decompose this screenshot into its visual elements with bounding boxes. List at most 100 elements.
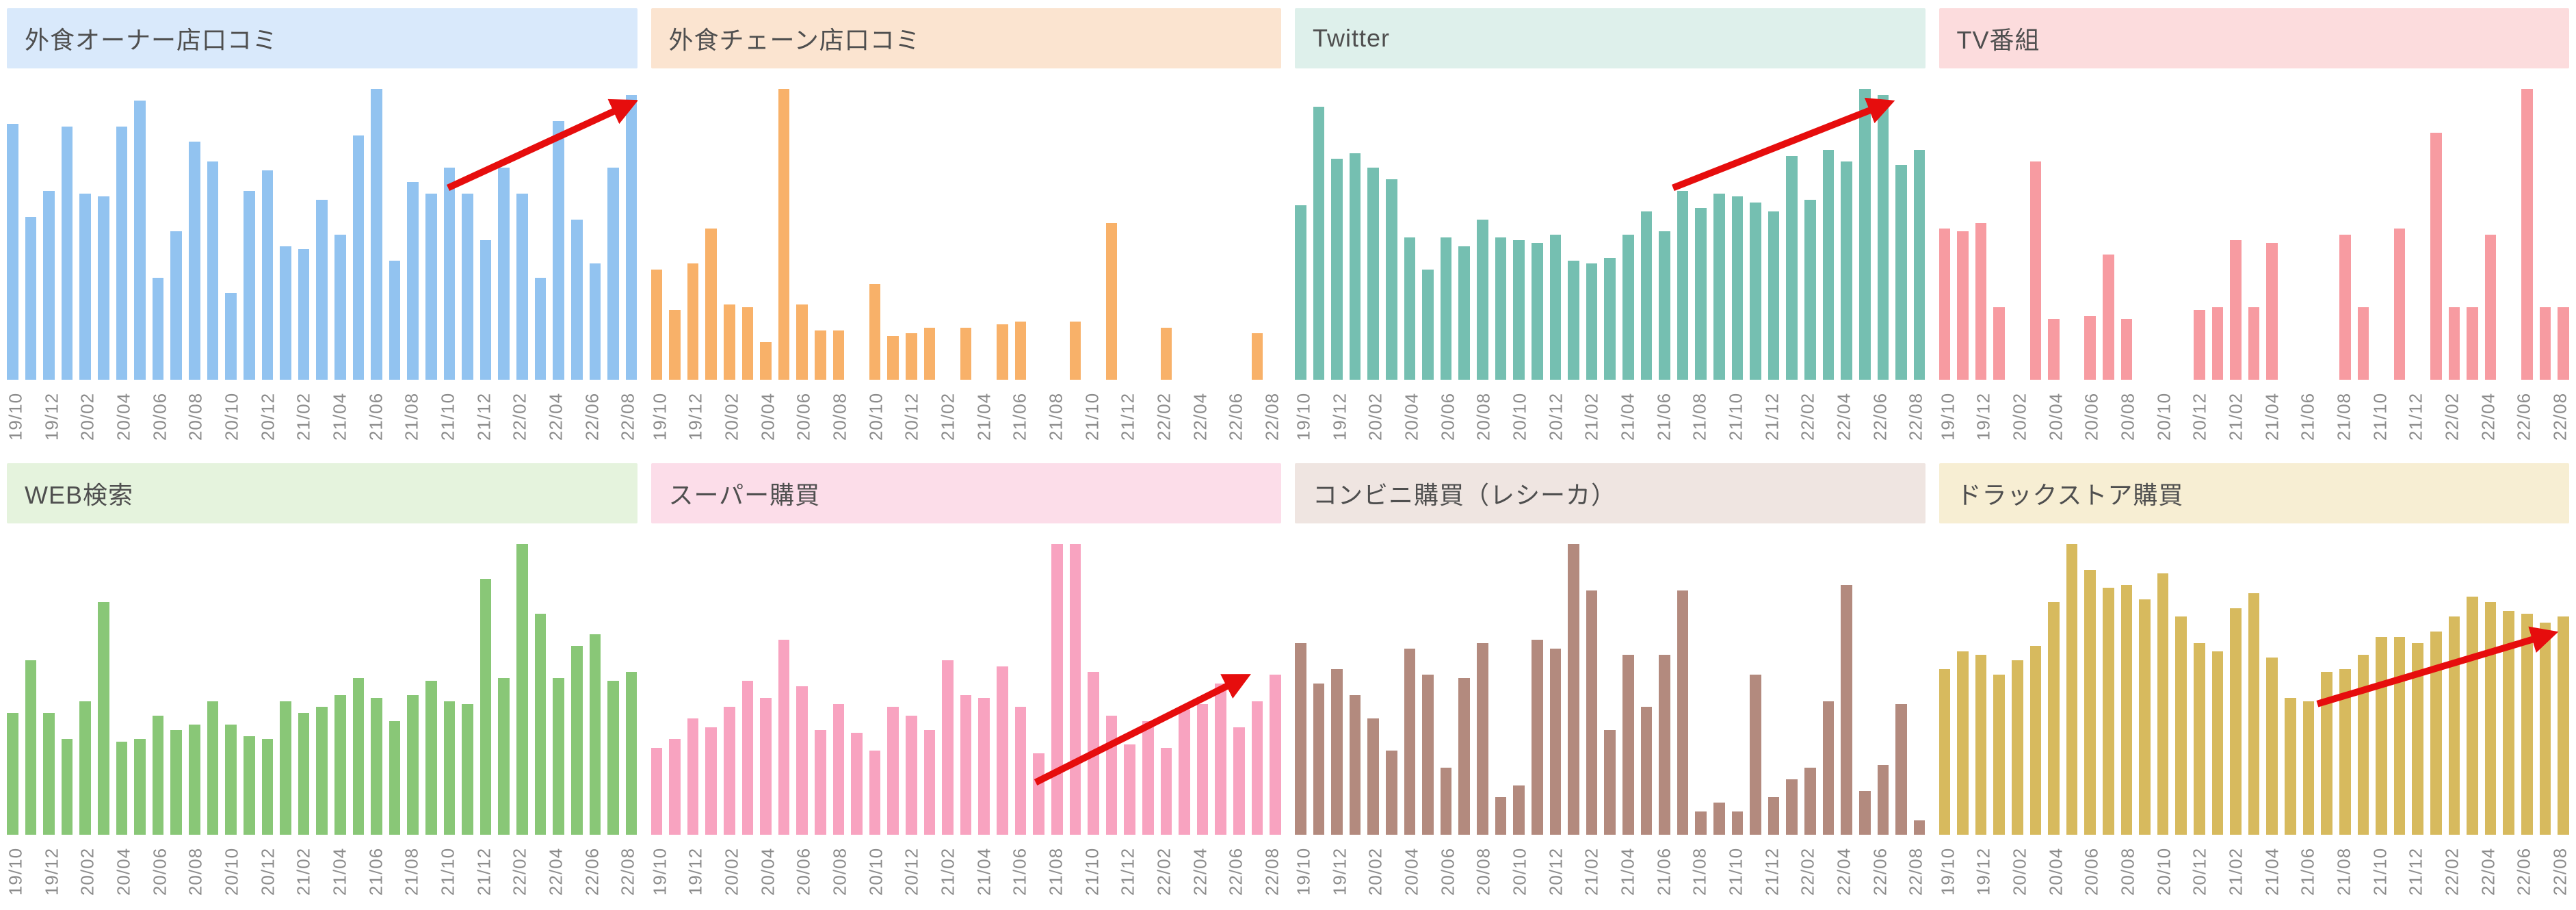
- bar-20/11[interactable]: [243, 190, 255, 380]
- bar-20/09[interactable]: [207, 701, 219, 835]
- bar-21/09[interactable]: [1713, 803, 1725, 835]
- bar-22/02[interactable]: [2448, 616, 2460, 835]
- bar-20/08[interactable]: [189, 724, 200, 835]
- bar-21/09[interactable]: [2357, 307, 2369, 380]
- bar-20/03[interactable]: [1386, 179, 1397, 380]
- bar-22/05[interactable]: [1858, 791, 1871, 835]
- bar-21/12[interactable]: [479, 579, 492, 835]
- bar-22/02[interactable]: [2448, 307, 2460, 380]
- bar-20/01[interactable]: [1349, 695, 1361, 835]
- bar-21/09[interactable]: [425, 194, 437, 380]
- bar-21/01[interactable]: [280, 701, 291, 835]
- bar-21/12[interactable]: [1767, 796, 1780, 835]
- bar-20/06[interactable]: [1440, 768, 1452, 835]
- bar-19/10[interactable]: [1295, 205, 1306, 380]
- bar-20/08[interactable]: [2120, 318, 2133, 380]
- bar-22/02[interactable]: [1804, 768, 1816, 835]
- bar-21/01[interactable]: [280, 246, 291, 380]
- bar-22/03[interactable]: [2467, 596, 2478, 835]
- bar-19/10[interactable]: [650, 747, 663, 835]
- bar-22/05[interactable]: [1858, 89, 1871, 380]
- bar-22/05[interactable]: [1215, 684, 1226, 835]
- bar-22/01[interactable]: [1786, 155, 1798, 380]
- bar-20/07[interactable]: [2102, 587, 2114, 835]
- bar-21/05[interactable]: [1640, 211, 1653, 380]
- bar-22/07[interactable]: [2539, 622, 2551, 835]
- bar-21/05[interactable]: [1640, 707, 1653, 835]
- bar-20/07[interactable]: [814, 330, 826, 380]
- bar-20/05[interactable]: [778, 89, 790, 380]
- bar-22/03[interactable]: [2467, 307, 2478, 380]
- bar-21/01[interactable]: [2211, 651, 2224, 835]
- bar-22/01[interactable]: [2430, 132, 2442, 380]
- bar-20/07[interactable]: [170, 730, 183, 835]
- bar-20/03[interactable]: [2029, 161, 2042, 380]
- bar-22/03[interactable]: [534, 614, 547, 835]
- bar-20/12[interactable]: [1549, 649, 1562, 835]
- bar-21/11[interactable]: [2393, 637, 2406, 835]
- bar-21/01[interactable]: [1568, 260, 1579, 380]
- bar-20/11[interactable]: [887, 707, 899, 835]
- bar-22/04[interactable]: [2484, 234, 2497, 380]
- bar-19/12[interactable]: [1975, 654, 1987, 835]
- bar-21/01[interactable]: [923, 327, 936, 380]
- bar-21/05[interactable]: [997, 324, 1008, 380]
- bar-20/04[interactable]: [1404, 237, 1416, 380]
- bar-21/04[interactable]: [334, 695, 346, 835]
- bar-22/01[interactable]: [1786, 779, 1798, 835]
- bar-20/04[interactable]: [2048, 318, 2060, 380]
- bar-19/12[interactable]: [687, 263, 699, 380]
- bar-20/03[interactable]: [741, 307, 754, 380]
- bar-20/01[interactable]: [61, 738, 73, 835]
- bar-21/02[interactable]: [1586, 263, 1598, 380]
- bar-21/09[interactable]: [2357, 654, 2369, 835]
- bar-22/06[interactable]: [589, 263, 601, 380]
- bar-20/02[interactable]: [723, 304, 735, 380]
- bar-20/05[interactable]: [134, 738, 146, 835]
- bar-20/10[interactable]: [869, 283, 881, 380]
- bar-20/09[interactable]: [1495, 237, 1507, 380]
- bar-21/08[interactable]: [1695, 811, 1707, 835]
- bar-21/05[interactable]: [2285, 698, 2296, 835]
- bar-21/03[interactable]: [316, 707, 328, 835]
- bar-20/10[interactable]: [225, 292, 237, 380]
- bar-21/04[interactable]: [1622, 654, 1634, 835]
- bar-22/05[interactable]: [570, 645, 583, 835]
- bar-20/08[interactable]: [2120, 584, 2133, 835]
- bar-21/11[interactable]: [1105, 715, 1118, 835]
- bar-21/05[interactable]: [352, 677, 365, 835]
- bar-21/07[interactable]: [1677, 590, 1689, 835]
- bar-20/02[interactable]: [1367, 167, 1380, 380]
- bar-19/11[interactable]: [25, 660, 37, 835]
- bar-20/08[interactable]: [1477, 220, 1488, 380]
- bar-22/07[interactable]: [607, 167, 619, 380]
- bar-19/11[interactable]: [1957, 231, 1969, 380]
- bar-21/08[interactable]: [2339, 234, 2351, 380]
- bar-22/03[interactable]: [1822, 150, 1835, 380]
- bar-21/04[interactable]: [978, 698, 990, 835]
- bar-20/07[interactable]: [814, 730, 826, 835]
- bar-20/11[interactable]: [243, 736, 255, 835]
- bar-22/08[interactable]: [1270, 675, 1281, 835]
- bar-21/08[interactable]: [2339, 668, 2351, 835]
- bar-21/10[interactable]: [1731, 811, 1744, 835]
- bar-20/05[interactable]: [2066, 544, 2078, 835]
- bar-20/03[interactable]: [98, 196, 109, 380]
- bar-22/04[interactable]: [1841, 584, 1852, 835]
- bar-21/12[interactable]: [479, 240, 492, 380]
- bar-21/12[interactable]: [2412, 642, 2423, 835]
- bar-22/02[interactable]: [1160, 747, 1172, 835]
- bar-22/08[interactable]: [625, 672, 638, 835]
- bar-20/12[interactable]: [906, 715, 917, 835]
- bar-19/11[interactable]: [669, 738, 681, 835]
- bar-22/07[interactable]: [607, 680, 619, 835]
- bar-22/08[interactable]: [625, 94, 638, 380]
- bar-20/07[interactable]: [170, 231, 183, 380]
- bar-22/03[interactable]: [1822, 701, 1835, 835]
- bar-22/02[interactable]: [1160, 327, 1172, 380]
- bar-20/04[interactable]: [760, 698, 772, 835]
- bar-22/08[interactable]: [2558, 307, 2569, 380]
- bar-20/01[interactable]: [705, 727, 717, 835]
- bar-20/10[interactable]: [225, 724, 237, 835]
- bar-20/12[interactable]: [2194, 642, 2205, 835]
